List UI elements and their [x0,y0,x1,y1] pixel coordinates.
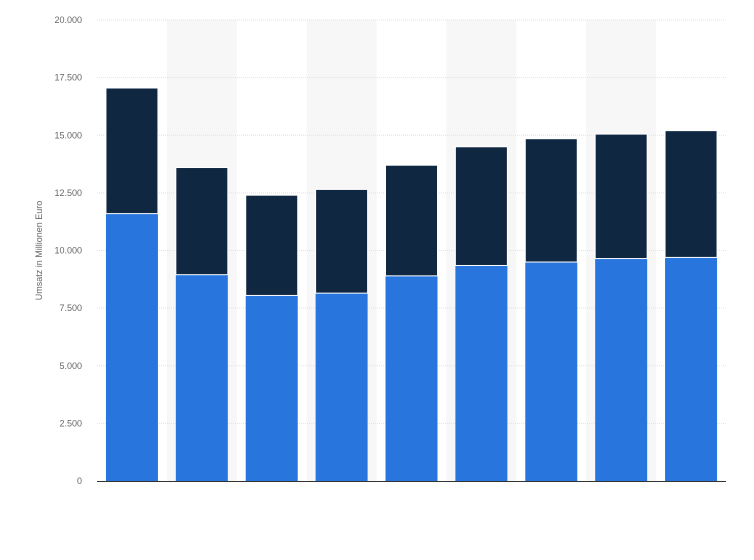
bar-segment [105,87,159,215]
bar-segment [665,257,718,481]
bar-segment [245,194,299,296]
bar-segment [385,164,438,277]
bar-segment [595,258,648,481]
bar-segment [315,188,369,294]
y-tick-label: 15.000 [54,130,82,140]
bar-segment [105,213,158,481]
y-tick-label: 10.000 [54,246,82,256]
bar-segment [664,130,718,258]
y-axis-title: Umsatz in Millionen Euro [34,201,44,301]
bar-segment [594,133,648,260]
bar-segment [315,293,368,481]
bar-segment [525,262,578,481]
y-tick-label: 17.500 [54,73,82,83]
y-tick-label: 5.000 [59,361,82,371]
y-axis-ticks: 0 2.500 5.000 7.500 10.000 12.500 15.000 17.500… [54,15,82,486]
bar-segment [455,265,508,481]
bar-segment [175,167,229,276]
bar-segment [245,295,298,481]
y-tick-label: 20.000 [54,15,82,25]
bar-segment [385,275,438,481]
bar-segment [524,138,578,263]
y-tick-label: 12.500 [54,188,82,198]
y-tick-label: 7.500 [59,303,82,313]
bar-segment [454,146,508,266]
bar-segment [175,274,228,481]
y-tick-label: 2.500 [59,418,82,428]
bars [105,87,718,481]
y-tick-label: 0 [77,476,82,486]
